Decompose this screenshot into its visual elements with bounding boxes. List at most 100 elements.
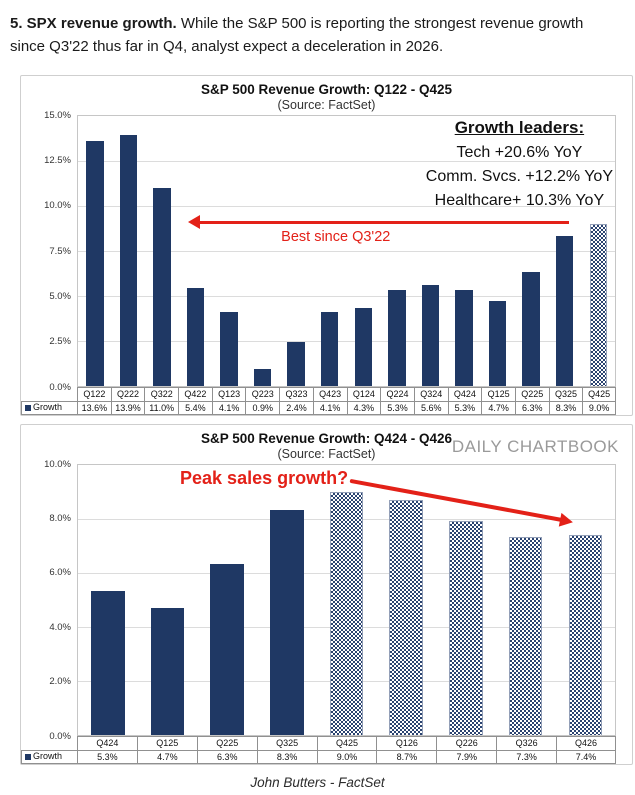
quarter-label: Q125	[481, 386, 515, 401]
bar-slot	[496, 465, 556, 735]
bar-slot	[436, 465, 496, 735]
growth-leader-comm-svcs: Comm. Svcs. +12.2% YoY	[425, 167, 613, 185]
chart1-data-table: Q122 Q222 Q322 Q422 Q123 Q223 Q323 Q423 Q124 Q224…	[21, 386, 616, 415]
bar-slot	[581, 116, 615, 386]
bar-slot	[138, 465, 198, 735]
growth-value: 9.0%	[582, 400, 616, 415]
bar-q125	[150, 607, 185, 735]
growth-value: 0.9%	[245, 400, 280, 415]
legend-swatch-icon	[25, 753, 31, 760]
growth-value: 9.0%	[316, 749, 377, 764]
bar-q224	[388, 290, 406, 386]
bar-q325	[270, 510, 304, 735]
chart1-subtitle: (Source: FactSet)	[277, 97, 376, 112]
chart1-gridlines	[78, 116, 615, 386]
chart2-subtitle: (Source: FactSet)	[277, 446, 376, 461]
growth-value: 6.3%	[514, 400, 549, 415]
y-tick-label: 6.0%	[49, 567, 71, 579]
bar-q225	[522, 272, 540, 386]
quarter-label: Q225	[514, 386, 549, 401]
chart2-data-table: Q424 Q125 Q225 Q325 Q425 Q126 Q226 Q326 Q426 Grow…	[21, 735, 616, 764]
bar-q222	[119, 135, 138, 386]
growth-value: 6.3%	[196, 749, 257, 764]
bar-q123	[220, 311, 238, 386]
peak-sales-growth-label: Peak sales growth?	[180, 467, 349, 488]
quarter-label: Q123	[211, 386, 246, 401]
bar-slot	[246, 116, 280, 386]
best-since-label: Best since Q3'22	[281, 228, 391, 245]
growth-value: 7.9%	[436, 749, 497, 764]
bar-q324	[421, 284, 440, 386]
bar-q425	[329, 491, 364, 735]
quarter-label: Q126	[376, 735, 437, 750]
best-since-arrowhead-icon	[188, 214, 201, 229]
growth-value: 4.1%	[211, 400, 246, 415]
growth-value: 5.3%	[77, 749, 137, 764]
growth-value: 4.7%	[481, 400, 515, 415]
bar-slot	[447, 116, 481, 386]
chart1-title: S&P 500 Revenue Growth: Q122 - Q425	[200, 81, 453, 97]
growth-value: 13.6%	[77, 400, 111, 415]
chart1-bars	[78, 116, 615, 386]
growth-value: 8.7%	[376, 749, 437, 764]
growth-value: 4.3%	[346, 400, 381, 415]
best-since-arrow-line	[198, 220, 570, 224]
growth-value: 5.4%	[178, 400, 212, 415]
bar-slot	[179, 116, 213, 386]
bar-slot	[548, 116, 582, 386]
quarter-label: Q424	[77, 735, 137, 750]
y-tick-label: 12.5%	[44, 154, 71, 166]
growth-value: 11.0%	[144, 400, 179, 415]
bar-q122	[86, 140, 104, 386]
bar-slot	[257, 465, 317, 735]
growth-value: 7.4%	[556, 749, 616, 764]
bar-slot	[197, 465, 257, 735]
quarter-label: Q425	[582, 386, 616, 401]
growth-value: 5.3%	[380, 400, 414, 415]
growth-value: 8.3%	[548, 400, 583, 415]
bar-q323	[287, 342, 305, 386]
y-tick-label: 0.0%	[49, 730, 71, 742]
bar-slot	[112, 116, 146, 386]
gridline	[78, 250, 615, 252]
legend-growth: Growth	[21, 749, 77, 764]
heading-body-text: While the S&P 500 is reporting the stron…	[10, 15, 584, 56]
daily-chartbook-watermark: DAILY CHARTBOOK	[451, 436, 619, 456]
gridline	[78, 295, 615, 297]
chart2-y-axis: 10.0% 8.0% 6.0% 4.0% 2.0% 0.0%	[21, 459, 77, 742]
growth-leader-healthcare: Healthcare+ 10.3% YoY	[434, 191, 605, 209]
bar-slot	[317, 465, 377, 735]
bar-slot	[555, 465, 615, 735]
chart1-panel: S&P 500 Revenue Growth: Q122 - Q425 (Sou…	[20, 74, 633, 416]
growth-value: 5.6%	[413, 400, 448, 415]
quarter-label: Q323	[279, 386, 313, 401]
y-tick-label: 2.5%	[49, 336, 71, 348]
bar-slot	[313, 116, 347, 386]
growth-value: 7.3%	[496, 749, 557, 764]
legend-label: Growth	[33, 751, 63, 761]
quarter-label: Q424	[447, 386, 482, 401]
growth-value: 4.7%	[136, 749, 197, 764]
quarter-label: Q225	[196, 735, 257, 750]
bar-slot	[380, 116, 414, 386]
chart2-title: S&P 500 Revenue Growth: Q424 - Q426	[200, 430, 453, 446]
quarter-label: Q422	[178, 386, 212, 401]
bar-q423	[321, 311, 339, 386]
y-tick-label: 5.0%	[49, 290, 71, 302]
gridline	[78, 340, 615, 342]
legend-label: Growth	[33, 402, 63, 412]
heading-bold-text: 5. SPX revenue growth.	[10, 15, 177, 32]
bar-slot	[78, 465, 138, 735]
bar-slot	[481, 116, 515, 386]
chart1-y-axis: 15.0% 12.5% 10.0% 7.5% 5.0% 2.5% 0.0%	[21, 110, 77, 393]
quarter-label: Q226	[436, 735, 497, 750]
footer-credit: John Butters - FactSet	[250, 774, 385, 790]
bar-q322	[153, 187, 171, 386]
quarter-label: Q122	[77, 386, 111, 401]
bar-q225	[210, 564, 244, 735]
growth-value: 2.4%	[279, 400, 313, 415]
growth-leaders-title: Growth leaders:	[454, 117, 585, 137]
quarter-label: Q324	[413, 386, 448, 401]
legend-growth: Growth	[21, 400, 77, 415]
y-tick-label: 8.0%	[49, 512, 71, 524]
